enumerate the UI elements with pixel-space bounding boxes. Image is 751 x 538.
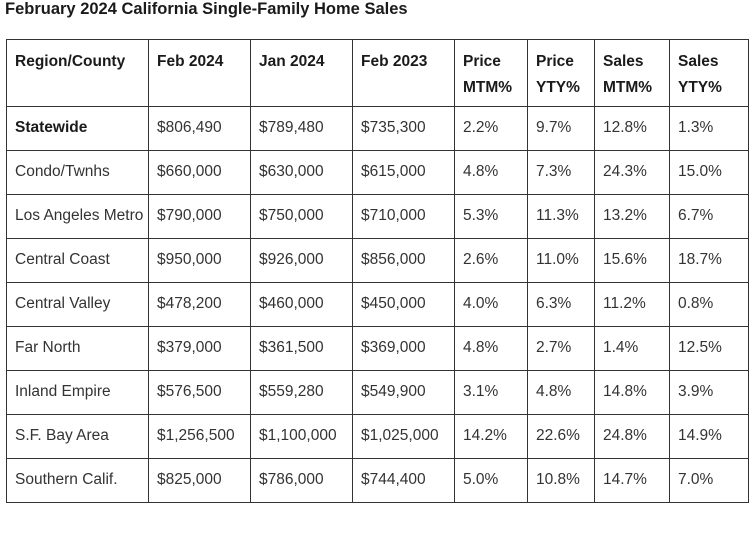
cell-sales-mtm: 24.8%	[594, 414, 670, 459]
cell-jan-2024: $460,000	[250, 282, 353, 327]
cell-jan-2024: $786,000	[250, 458, 353, 503]
table-row: Far North $379,000 $361,500 $369,000 4.8% 2.7…	[6, 326, 749, 371]
cell-price-mtm: 4.0%	[454, 282, 528, 327]
cell-region: Far North	[6, 326, 149, 371]
cell-price-yty: 4.8%	[527, 370, 595, 415]
cell-price-yty: 2.7%	[527, 326, 595, 371]
cell-region: Statewide	[6, 106, 149, 151]
home-sales-table: Region/County Feb 2024 Jan 2024 Feb 2023…	[6, 39, 749, 503]
header-sales-mtm: Sales MTM%	[594, 39, 670, 107]
cell-sales-yty: 12.5%	[669, 326, 749, 371]
cell-sales-mtm: 14.8%	[594, 370, 670, 415]
cell-feb-2023: $710,000	[352, 194, 455, 239]
cell-feb-2024: $790,000	[148, 194, 251, 239]
cell-feb-2023: $549,900	[352, 370, 455, 415]
cell-sales-mtm: 15.6%	[594, 238, 670, 283]
cell-jan-2024: $926,000	[250, 238, 353, 283]
cell-jan-2024: $750,000	[250, 194, 353, 239]
table-row: Los Angeles Metro $790,000 $750,000 $710,00…	[6, 194, 749, 239]
cell-region: S.F. Bay Area	[6, 414, 149, 459]
header-sales-yty: Sales YTY%	[669, 39, 749, 107]
cell-sales-yty: 15.0%	[669, 150, 749, 195]
cell-feb-2023: $744,400	[352, 458, 455, 503]
cell-price-mtm: 4.8%	[454, 326, 528, 371]
cell-jan-2024: $789,480	[250, 106, 353, 151]
cell-feb-2024: $806,490	[148, 106, 251, 151]
cell-sales-yty: 0.8%	[669, 282, 749, 327]
cell-sales-yty: 14.9%	[669, 414, 749, 459]
cell-feb-2023: $615,000	[352, 150, 455, 195]
cell-price-yty: 9.7%	[527, 106, 595, 151]
header-row: Region/County Feb 2024 Jan 2024 Feb 2023…	[6, 39, 749, 107]
cell-feb-2023: $735,300	[352, 106, 455, 151]
cell-sales-mtm: 1.4%	[594, 326, 670, 371]
cell-region: Inland Empire	[6, 370, 149, 415]
cell-feb-2024: $660,000	[148, 150, 251, 195]
header-region: Region/County	[6, 39, 149, 107]
cell-feb-2024: $478,200	[148, 282, 251, 327]
cell-sales-mtm: 11.2%	[594, 282, 670, 327]
header-jan-2024: Jan 2024	[250, 39, 353, 107]
cell-jan-2024: $630,000	[250, 150, 353, 195]
cell-feb-2023: $856,000	[352, 238, 455, 283]
cell-sales-yty: 3.9%	[669, 370, 749, 415]
cell-price-mtm: 14.2%	[454, 414, 528, 459]
header-feb-2023: Feb 2023	[352, 39, 455, 107]
table-row: Statewide $806,490 $789,480 $735,300 2.2% 9.7…	[6, 106, 749, 151]
table-row: Inland Empire $576,500 $559,280 $549,900 3.1…	[6, 370, 749, 415]
cell-sales-mtm: 24.3%	[594, 150, 670, 195]
cell-price-mtm: 5.0%	[454, 458, 528, 503]
cell-price-yty: 10.8%	[527, 458, 595, 503]
cell-jan-2024: $559,280	[250, 370, 353, 415]
cell-feb-2024: $576,500	[148, 370, 251, 415]
cell-sales-mtm: 14.7%	[594, 458, 670, 503]
cell-region: Central Coast	[6, 238, 149, 283]
table-row: S.F. Bay Area $1,256,500 $1,100,000 $1,025,…	[6, 414, 749, 459]
cell-feb-2024: $379,000	[148, 326, 251, 371]
cell-price-yty: 6.3%	[527, 282, 595, 327]
cell-sales-yty: 1.3%	[669, 106, 749, 151]
cell-price-mtm: 2.2%	[454, 106, 528, 151]
cell-price-yty: 7.3%	[527, 150, 595, 195]
header-price-mtm: Price MTM%	[454, 39, 528, 107]
table-row: Central Coast $950,000 $926,000 $856,000 2.6…	[6, 238, 749, 283]
cell-price-mtm: 4.8%	[454, 150, 528, 195]
cell-sales-yty: 7.0%	[669, 458, 749, 503]
cell-price-mtm: 3.1%	[454, 370, 528, 415]
table-row: Southern Calif. $825,000 $786,000 $744,400 5…	[6, 458, 749, 503]
header-feb-2024: Feb 2024	[148, 39, 251, 107]
cell-sales-mtm: 13.2%	[594, 194, 670, 239]
cell-sales-yty: 6.7%	[669, 194, 749, 239]
header-price-yty: Price YTY%	[527, 39, 595, 107]
cell-feb-2023: $369,000	[352, 326, 455, 371]
cell-feb-2023: $450,000	[352, 282, 455, 327]
cell-feb-2024: $825,000	[148, 458, 251, 503]
cell-sales-mtm: 12.8%	[594, 106, 670, 151]
cell-price-yty: 11.3%	[527, 194, 595, 239]
table-row: Central Valley $478,200 $460,000 $450,000 4.…	[6, 282, 749, 327]
table-row: Condo/Twnhs $660,000 $630,000 $615,000 4.8% 7…	[6, 150, 749, 195]
cell-jan-2024: $361,500	[250, 326, 353, 371]
cell-region: Southern Calif.	[6, 458, 149, 503]
cell-region: Central Valley	[6, 282, 149, 327]
cell-price-mtm: 5.3%	[454, 194, 528, 239]
cell-region: Los Angeles Metro	[6, 194, 149, 239]
cell-jan-2024: $1,100,000	[250, 414, 353, 459]
cell-feb-2023: $1,025,000	[352, 414, 455, 459]
cell-price-yty: 22.6%	[527, 414, 595, 459]
cell-feb-2024: $950,000	[148, 238, 251, 283]
page-title: February 2024 California Single-Family H…	[5, 0, 408, 18]
cell-feb-2024: $1,256,500	[148, 414, 251, 459]
cell-price-mtm: 2.6%	[454, 238, 528, 283]
cell-sales-yty: 18.7%	[669, 238, 749, 283]
cell-price-yty: 11.0%	[527, 238, 595, 283]
table-body: Statewide $806,490 $789,480 $735,300 2.2% 9.7…	[6, 106, 749, 503]
cell-region: Condo/Twnhs	[6, 150, 149, 195]
